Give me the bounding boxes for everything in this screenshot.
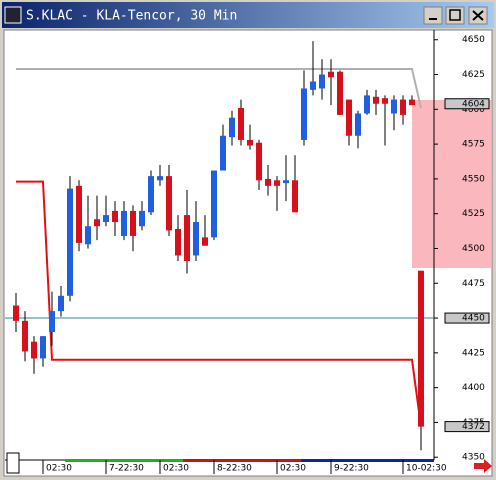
price-marker-box — [444, 98, 490, 110]
candle-body — [274, 180, 280, 186]
window-title: S.KLAC - KLA-Tencor, 30 Min — [26, 9, 237, 24]
candle-body — [76, 185, 82, 243]
candle-body — [13, 305, 19, 321]
candle-body — [112, 210, 118, 223]
candle-body — [211, 170, 217, 238]
y-tick-label: 4650 — [462, 35, 485, 45]
candle-body — [67, 188, 73, 296]
candle-body — [238, 107, 244, 140]
title-bar — [2, 2, 494, 28]
candle-body — [130, 210, 136, 236]
y-tick-label: 4475 — [462, 279, 485, 289]
y-tick-label: 4425 — [462, 348, 485, 358]
candle-body — [49, 311, 55, 332]
candle-body — [40, 336, 46, 359]
overlay-line — [16, 67, 422, 109]
candle-body — [166, 176, 172, 231]
candle-body — [94, 219, 100, 227]
candle-body — [292, 180, 298, 213]
candle-body — [103, 215, 109, 223]
x-tick-label: 9-22:30 — [334, 464, 369, 474]
price-marker-label: 4372 — [462, 422, 485, 432]
x-tick-label: 02:30 — [163, 464, 189, 474]
session-strip — [183, 459, 301, 462]
x-tick-label: 02:30 — [280, 464, 306, 474]
price-marker-box — [444, 421, 490, 433]
candle-body — [31, 341, 37, 359]
candle-body — [301, 88, 307, 140]
x-tick-label: 10-02:30 — [406, 464, 447, 474]
candle-body — [148, 176, 154, 213]
candle-body — [85, 226, 91, 245]
candle-body — [364, 95, 370, 114]
candle-body — [328, 71, 334, 78]
candle-body — [283, 180, 289, 184]
overlay-line — [16, 180, 422, 427]
scroll-box[interactable] — [6, 452, 20, 474]
candle-body — [409, 99, 415, 106]
y-tick-label: 4350 — [462, 453, 485, 463]
highlight-zone — [412, 100, 491, 268]
candle-body — [373, 96, 379, 104]
y-tick-label: 4550 — [462, 174, 485, 184]
candle-body — [355, 113, 361, 136]
scroll-arrow[interactable] — [474, 459, 492, 473]
close-glyph — [472, 10, 484, 21]
candle-body — [139, 210, 145, 227]
candle-body — [337, 71, 343, 115]
candle-body — [22, 320, 28, 352]
window-buttons[interactable] — [423, 6, 488, 25]
candle-body — [58, 295, 64, 312]
maximize-glyph — [449, 9, 461, 21]
candle-body — [265, 178, 271, 186]
candle-body — [247, 139, 253, 146]
y-tick-label: 4600 — [462, 105, 485, 115]
session-strip — [65, 459, 183, 462]
x-tick-label: 02:30 — [46, 464, 72, 474]
y-tick-label: 4575 — [462, 140, 485, 150]
candle-body — [256, 142, 262, 181]
y-tick-label: 4625 — [462, 70, 485, 80]
candle-body — [229, 117, 235, 138]
candle-body — [220, 135, 226, 171]
candle-body — [319, 74, 325, 89]
app-icon — [4, 6, 22, 24]
candle-body — [346, 99, 352, 136]
candle-body — [418, 270, 424, 427]
session-strip — [301, 459, 434, 462]
candle-body — [184, 215, 190, 262]
minimize-button[interactable] — [423, 6, 443, 25]
candle-body — [400, 99, 406, 115]
y-tick-label: 4500 — [462, 244, 485, 254]
candle-body — [391, 99, 397, 114]
candle-body — [175, 228, 181, 256]
price-marker-label: 4450 — [462, 314, 485, 324]
candle-body — [157, 176, 163, 181]
candle-body — [121, 210, 127, 236]
price-marker-label: 4604 — [462, 99, 485, 109]
price-marker-box — [444, 312, 490, 324]
y-tick-label: 4400 — [462, 383, 485, 393]
x-tick-label: 7-22:30 — [109, 464, 144, 474]
candle-body — [193, 222, 199, 256]
y-tick-label: 4525 — [462, 209, 485, 219]
candle-body — [310, 81, 316, 90]
candle-body — [202, 237, 208, 246]
candle-body — [382, 98, 388, 104]
x-tick-label: 8-22:30 — [217, 464, 252, 474]
